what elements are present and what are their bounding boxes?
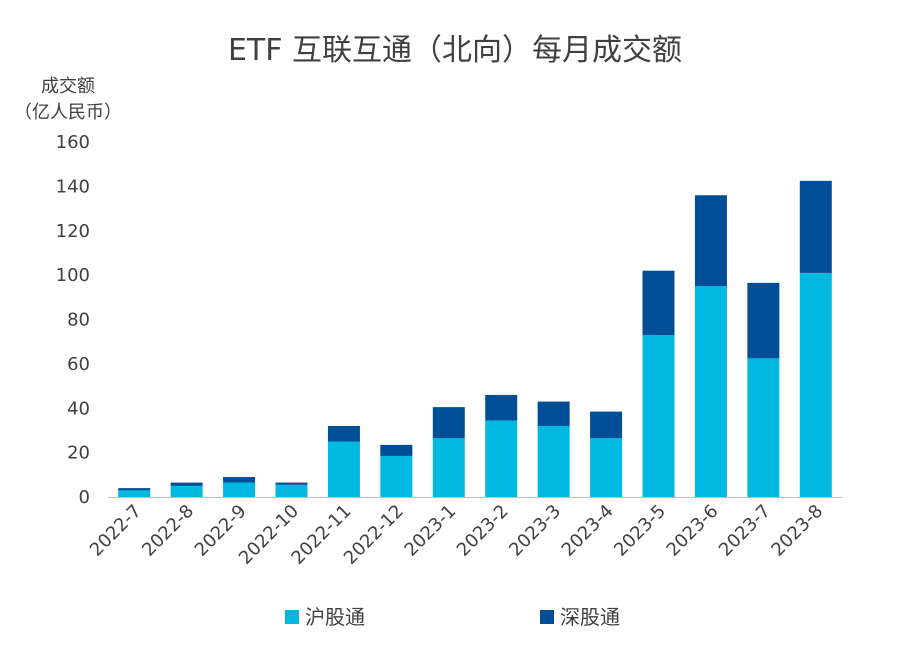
x-tick-label: 2023-3 (505, 501, 565, 561)
x-tick-label: 2023-6 (663, 501, 723, 561)
bar-shanghai-2023-7 (747, 358, 780, 497)
bar-shanghai-2023-3 (537, 426, 570, 497)
y-axis-label-line1: 成交额 (41, 76, 95, 97)
x-tick-label: 2022-8 (138, 501, 198, 561)
bar-shanghai-2022-7 (118, 490, 151, 497)
bar-shenzhen-2023-7 (747, 282, 780, 359)
x-tick-label: 2023-2 (453, 501, 513, 561)
y-tick-label: 40 (67, 398, 90, 419)
legend: 沪股通 深股通 (285, 605, 620, 629)
bar-shanghai-2022-9 (223, 482, 256, 497)
legend-swatch-shenzhen (540, 610, 554, 624)
bar-shanghai-2022-12 (380, 455, 413, 497)
bar-shenzhen-2023-1 (432, 407, 465, 439)
bar-shanghai-2023-8 (799, 272, 832, 497)
bar-shenzhen-2023-3 (537, 401, 570, 426)
bar-shenzhen-2022-9 (223, 477, 256, 483)
bar-shenzhen-2022-10 (275, 482, 308, 485)
y-tick-label: 0 (79, 487, 90, 508)
bar-shenzhen-2023-4 (590, 411, 623, 439)
bar-shenzhen-2022-7 (118, 488, 151, 491)
y-axis-label-line2: （亿人民币） (14, 102, 122, 123)
bar-shenzhen-2023-5 (642, 270, 675, 336)
x-tick-label: 2023-7 (715, 501, 775, 561)
bar-shanghai-2023-4 (590, 438, 623, 497)
bar-shenzhen-2023-2 (485, 394, 518, 421)
y-tick-label: 60 (67, 354, 90, 375)
bar-shenzhen-2022-8 (170, 482, 203, 486)
x-tick-label: 2023-4 (558, 501, 618, 561)
bar-shanghai-2023-2 (485, 420, 518, 497)
bar-shenzhen-2022-12 (380, 444, 413, 456)
legend-label-shanghai: 沪股通 (305, 605, 365, 629)
bar-shenzhen-2022-11 (327, 426, 360, 442)
y-tick-label: 140 (56, 176, 90, 197)
x-tick-label: 2022-7 (86, 501, 146, 561)
y-tick-label: 80 (67, 310, 90, 331)
legend-swatch-shanghai (285, 610, 299, 624)
bar-shenzhen-2023-8 (799, 180, 832, 273)
y-axis: 0 20 40 60 80 100 120 140 160 (56, 132, 90, 508)
bar-shanghai-2023-6 (694, 286, 727, 497)
y-tick-label: 160 (56, 132, 90, 153)
x-tick-label: 2023-1 (400, 501, 460, 561)
bar-shanghai-2022-11 (327, 441, 360, 497)
x-tick-label: 2023-8 (767, 501, 827, 561)
bar-shanghai-2022-10 (275, 484, 308, 497)
bar-shenzhen-2023-6 (694, 195, 727, 287)
bars (118, 180, 832, 497)
x-tick-label: 2023-5 (610, 501, 670, 561)
bar-shanghai-2023-5 (642, 335, 675, 497)
y-tick-label: 20 (67, 443, 90, 464)
bar-shanghai-2022-8 (170, 485, 203, 497)
x-axis: 2022-72022-82022-92022-102022-112022-122… (86, 501, 828, 569)
legend-label-shenzhen: 深股通 (560, 605, 620, 629)
y-tick-label: 100 (56, 265, 90, 286)
bar-shanghai-2023-1 (432, 438, 465, 497)
chart-title: ETF 互联互通（北向）每月成交额 (228, 33, 682, 68)
y-tick-label: 120 (56, 221, 90, 242)
